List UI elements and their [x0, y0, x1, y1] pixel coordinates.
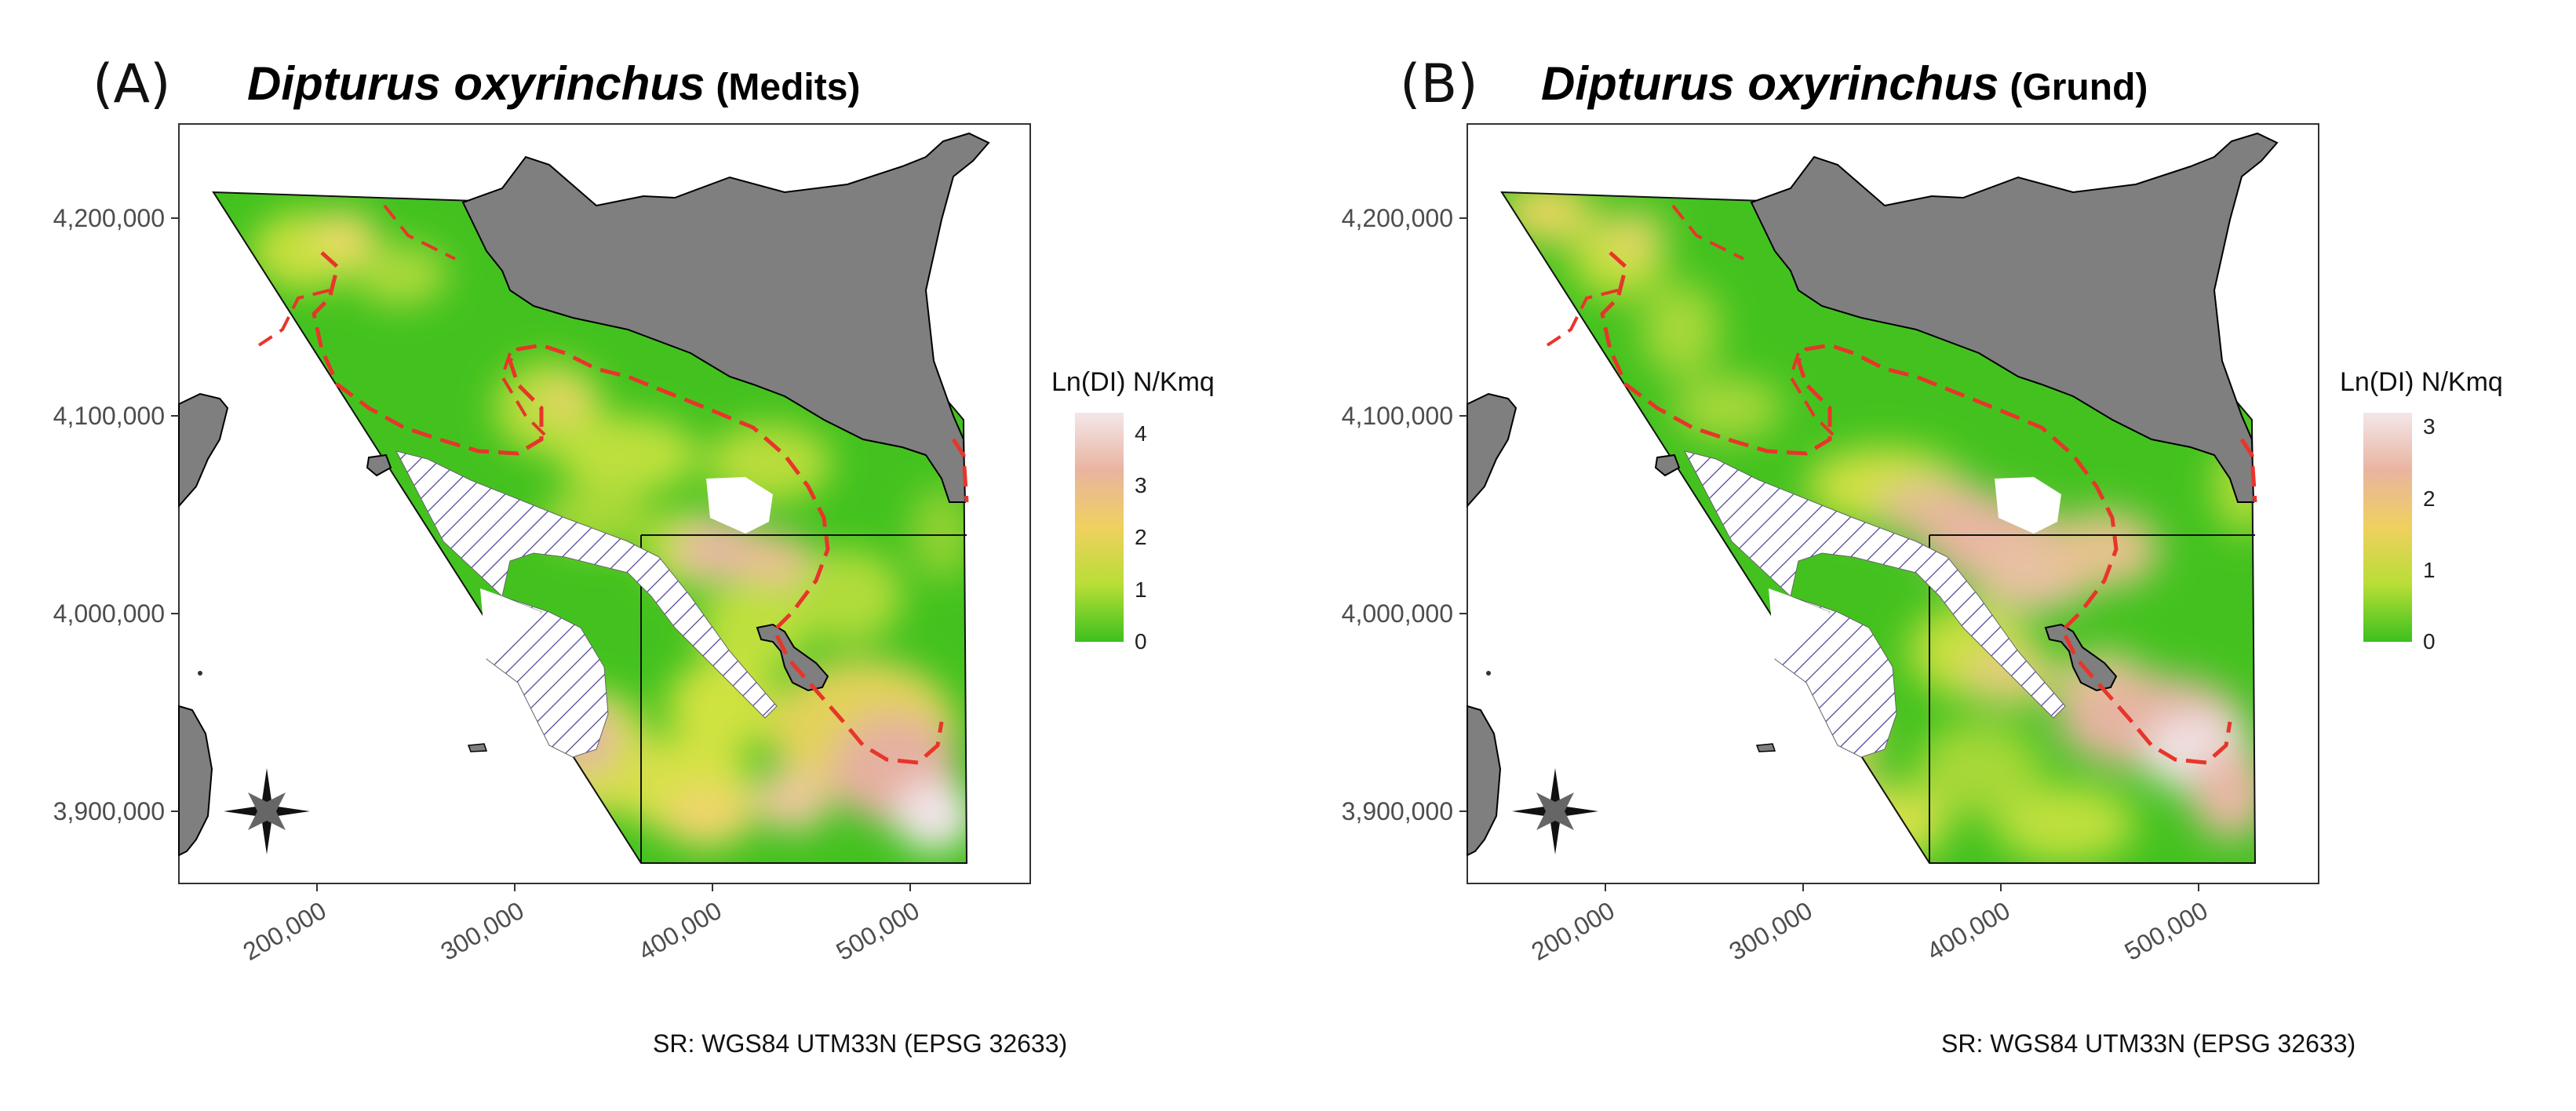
y-tick-label: 3,900,000 — [1341, 797, 1453, 825]
boundary-dashed-line — [2239, 438, 2257, 503]
no-data-area — [480, 588, 541, 659]
legend-tick-label: 0 — [2423, 629, 2436, 654]
north-arrow-icon — [1512, 768, 1598, 854]
legend-tick-label: 3 — [2423, 414, 2436, 439]
legend-tick-label: 0 — [1135, 629, 1147, 654]
north-arrow-icon — [224, 768, 310, 854]
legend-tick-label: 3 — [1135, 472, 1147, 497]
land-sicily — [1750, 132, 2279, 503]
legend-tick-label: 1 — [2423, 557, 2436, 582]
y-tick-label: 3,900,000 — [53, 797, 165, 825]
axis-ticks — [1459, 217, 2199, 891]
boundary-dashed-line — [312, 251, 830, 629]
panel-letter: (B) — [1400, 53, 1478, 115]
y-tick-label: 4,100,000 — [53, 402, 165, 430]
legend-tick-label: 1 — [1135, 577, 1147, 602]
land-tunisia-coast — [178, 705, 213, 857]
boundary-dashed-line — [1671, 204, 1744, 260]
crs-caption: SR: WGS84 UTM33N (EPSG 32633) — [653, 1029, 1068, 1058]
y-tick-label: 4,100,000 — [1341, 402, 1453, 430]
boundary-dashed-line — [1600, 251, 2119, 629]
y-tick-label: 4,000,000 — [53, 599, 165, 628]
y-tick-label: 4,000,000 — [1341, 599, 1453, 628]
land-tunisia-coast — [1467, 705, 1502, 857]
species-name: Dipturus oxyrinchus — [1541, 57, 1999, 110]
map-figure — [171, 123, 1031, 891]
legend-colorbar — [1075, 413, 1124, 642]
land-tunisia-coast — [1467, 392, 1518, 508]
y-tick-label: 4,200,000 — [1341, 204, 1453, 232]
survey-name: (Grund) — [2009, 67, 2148, 108]
axis-ticks — [171, 217, 911, 891]
island-pantelleria — [1654, 454, 1681, 477]
island-linosa — [1486, 671, 1491, 676]
boundary-dashed-line — [1546, 289, 1619, 347]
no-data-area — [706, 477, 773, 534]
legend-tick-label: 2 — [2423, 486, 2436, 511]
y-tick-label: 4,200,000 — [53, 204, 165, 232]
map-panel-medits: (A) Dipturus oxyrinchus (Medits) — [53, 53, 1215, 1058]
map-figure — [1459, 123, 2319, 891]
legend-title: Ln(DI) N/Kmq — [1051, 367, 1215, 397]
no-data-area — [1995, 477, 2061, 534]
boundary-dashed-line — [383, 204, 456, 260]
legend-tick-label: 2 — [1135, 525, 1147, 550]
map-panel-grund: (B) Dipturus oxyrinchus (Grund) — [1288, 0, 2576, 1111]
legend-tick-label: 4 — [1135, 421, 1147, 446]
no-data-area — [1769, 588, 1830, 659]
species-name: Dipturus oxyrinchus — [247, 57, 705, 110]
boundary-dashed-line — [500, 352, 551, 441]
island-lampedusa — [467, 743, 488, 752]
map-title: Dipturus oxyrinchus (Grund) — [1541, 56, 2148, 111]
land-sicily — [461, 132, 990, 503]
island-lampedusa — [1755, 743, 1776, 752]
no-data-hatched-area — [1684, 450, 2066, 758]
boundary-dashed-line — [1788, 352, 1839, 441]
island-pantelleria — [366, 454, 392, 477]
land-tunisia-coast — [178, 392, 229, 508]
survey-name: (Medits) — [716, 67, 861, 108]
island-linosa — [198, 671, 202, 676]
boundary-dashed-line — [2063, 634, 2232, 765]
map-title: Dipturus oxyrinchus (Medits) — [247, 56, 860, 111]
boundary-dashed-line — [951, 438, 969, 503]
panel-letter: (A) — [93, 53, 171, 115]
no-data-hatched-area — [395, 450, 778, 758]
boundary-dashed-line — [257, 289, 330, 347]
crs-caption: SR: WGS84 UTM33N (EPSG 32633) — [1941, 1029, 2356, 1058]
boundary-dashed-line — [774, 634, 944, 765]
legend-colorbar — [2363, 413, 2412, 642]
legend-title: Ln(DI) N/Kmq — [2340, 367, 2503, 397]
